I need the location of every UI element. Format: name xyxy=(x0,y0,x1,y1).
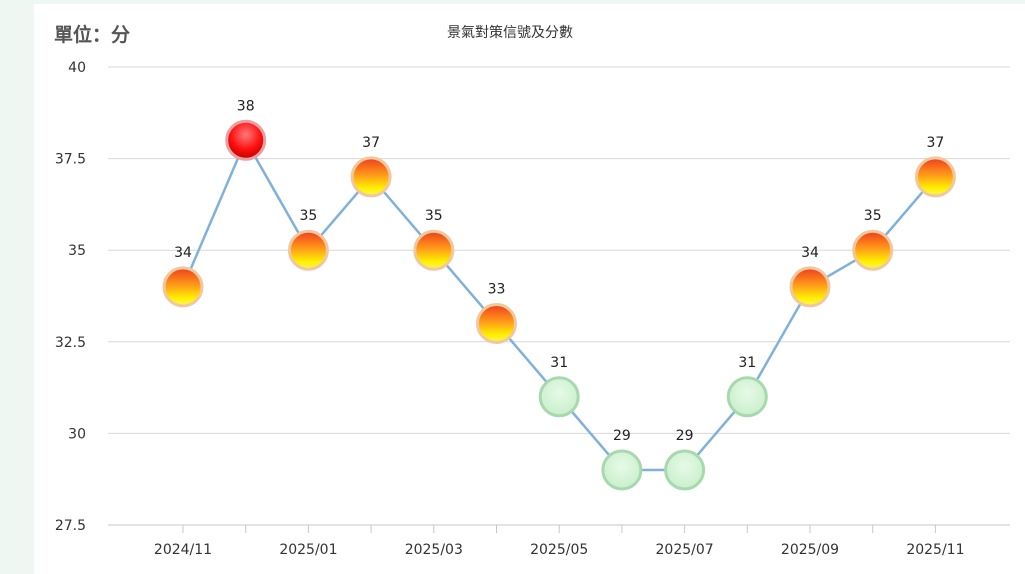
data-label: 37 xyxy=(926,135,944,151)
signal-point-yellow-red xyxy=(789,266,831,308)
y-tick-label: 37.5 xyxy=(55,152,86,168)
y-tick-label: 30 xyxy=(68,426,86,442)
signal-point-yellow-red xyxy=(413,229,455,271)
signal-point-yellow-red xyxy=(350,156,392,198)
signal-point-yellow-red xyxy=(914,156,956,198)
axis-layer: 27.5 30 32.5 35 37.5 40 2024/11 2025/01 2025/03 2… xyxy=(55,60,965,558)
label-layer: 34 38 35 37 35 33 31 29 29 31 34 35 37 xyxy=(174,98,944,444)
series-line xyxy=(181,139,937,472)
y-tick-label: 35 xyxy=(68,243,86,259)
y-tick-label: 27.5 xyxy=(55,518,86,534)
data-label: 31 xyxy=(738,355,756,371)
signal-point-green xyxy=(664,449,706,491)
x-tick-label: 2025/03 xyxy=(405,542,463,558)
signal-point-yellow-red xyxy=(476,302,517,344)
data-label: 35 xyxy=(425,208,443,224)
x-tick-label: 2025/09 xyxy=(781,542,839,558)
signal-point-green xyxy=(538,376,580,418)
data-label: 35 xyxy=(299,208,317,224)
signal-point-green xyxy=(726,376,768,418)
signal-point-red xyxy=(225,119,267,161)
signal-point-yellow-red xyxy=(162,266,204,308)
data-label: 29 xyxy=(676,428,694,444)
line-layer xyxy=(181,139,937,472)
data-label: 34 xyxy=(174,245,192,261)
x-tick-label: 2025/01 xyxy=(279,542,337,558)
x-tick-label: 2024/11 xyxy=(154,542,212,558)
data-label: 33 xyxy=(488,281,506,297)
y-tick-label: 32.5 xyxy=(55,335,86,351)
point-layer xyxy=(162,119,956,491)
data-label: 34 xyxy=(801,245,819,261)
data-label: 38 xyxy=(237,98,255,114)
x-tick-label: 2025/07 xyxy=(656,542,714,558)
data-label: 31 xyxy=(550,355,568,371)
data-label: 35 xyxy=(864,208,882,224)
x-tick-label: 2025/11 xyxy=(906,542,964,558)
data-label: 37 xyxy=(362,135,380,151)
signal-point-yellow-red xyxy=(852,229,894,271)
y-tick-label: 40 xyxy=(68,60,86,76)
x-tick-label: 2025/05 xyxy=(530,542,588,558)
chart-title: 景氣對策信號及分數 xyxy=(447,25,573,41)
unit-label: 單位：分 xyxy=(54,24,131,46)
data-label: 29 xyxy=(613,428,631,444)
signal-point-yellow-red xyxy=(287,229,329,271)
signal-point-green xyxy=(601,449,643,491)
